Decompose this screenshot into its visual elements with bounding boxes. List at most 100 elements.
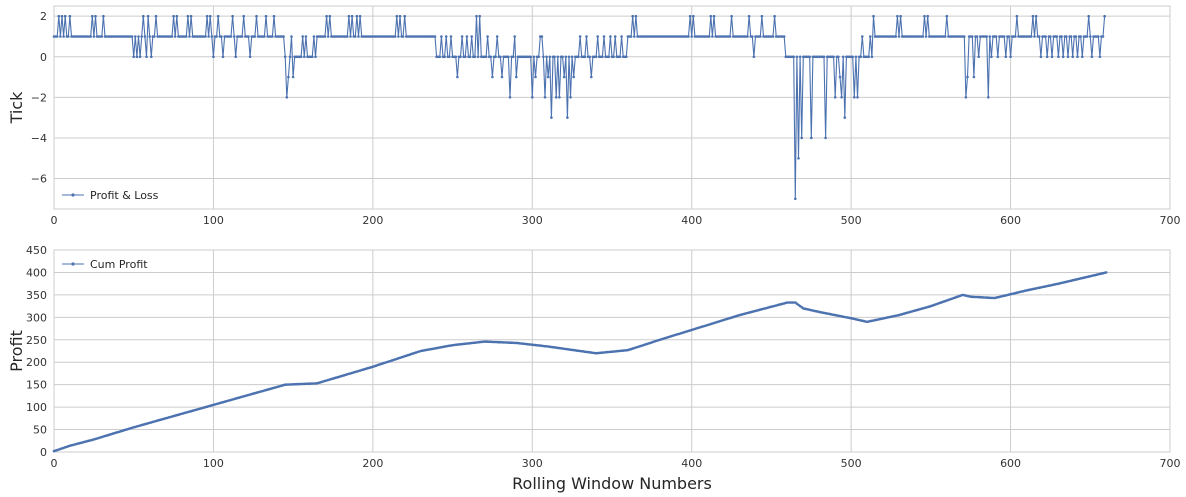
data-point [507,55,510,59]
data-point [288,55,292,59]
y-tick-label: 300 [26,311,47,324]
data-point [102,14,105,18]
data-point [271,35,274,38]
data-point [869,35,872,38]
y-tick-label: 450 [26,244,47,257]
data-point [444,35,448,38]
data-point [782,35,786,38]
data-point [570,55,574,59]
data-point [840,96,843,99]
data-point [853,96,856,99]
x-axis-title: Rolling Window Numbers [512,474,712,493]
data-point [283,55,287,59]
data-point [460,35,464,38]
y-tick-label: −4 [31,132,47,145]
data-point [55,35,59,38]
data-point [311,55,314,59]
cum-profit-panel: 0 100 200 300 400 500 600 700 0 50 100 150 200 250 300… [7,244,1181,493]
data-point [838,75,842,79]
data-point [921,35,925,38]
data-point [1039,55,1043,59]
data-point [963,35,966,38]
legend-label: Cum Profit [90,258,148,271]
data-point [966,75,969,79]
data-point [150,55,153,59]
data-point [534,75,537,79]
data-point [1103,14,1106,18]
data-point [759,35,762,38]
data-point [1097,35,1100,38]
data-point [234,55,237,59]
data-point [843,116,847,119]
y-tick-label: 50 [33,424,47,437]
data-point [291,75,295,79]
data-point [438,55,442,59]
legend-label: Profit & Loss [90,189,159,202]
data-point [459,55,462,59]
data-point [794,197,797,201]
data-point [401,35,405,38]
x-tick-label: 500 [841,457,862,470]
data-point [62,35,65,38]
data-point [977,55,980,59]
data-point [588,55,591,59]
data-point [1002,35,1006,38]
data-point [1060,35,1063,38]
data-point [189,14,193,18]
data-point [186,14,190,18]
data-point [708,35,711,38]
data-point [926,14,929,18]
data-point [609,35,612,38]
data-point [567,55,571,59]
data-point [1101,35,1105,38]
data-point [1089,35,1092,38]
data-point [712,14,716,18]
data-point [134,35,137,38]
y-tick-label: −6 [31,173,47,186]
data-point [798,55,802,59]
y-tick-label: 100 [26,401,47,414]
data-point [1004,55,1008,59]
data-point [578,35,582,38]
data-point [508,96,512,99]
data-point [173,35,177,38]
x-tick-label: 300 [522,457,543,470]
data-point [1104,271,1108,274]
data-point [290,35,293,38]
data-point [1015,14,1019,18]
data-point [896,14,899,18]
data-point [1065,35,1068,38]
data-point [545,55,548,59]
data-point [357,35,360,38]
data-point [771,35,775,38]
data-point [130,35,134,38]
data-point [870,55,874,59]
data-point [255,14,258,18]
data-point [146,14,150,18]
data-point [752,55,756,59]
data-point [612,55,615,59]
data-point [478,14,482,18]
x-tick-label: 200 [362,214,383,227]
x-tick-label: 700 [1160,214,1181,227]
data-point [990,55,993,59]
data-point [393,35,397,38]
data-point [822,55,826,59]
data-point [231,14,234,18]
x-tick-label: 200 [362,457,383,470]
data-point [867,55,870,59]
data-point [304,35,308,38]
data-point [470,35,474,38]
data-point [746,35,749,38]
data-point [314,55,317,59]
data-point [988,35,992,38]
data-point [323,35,327,38]
data-point [142,14,145,18]
data-point [465,35,469,38]
data-point [543,96,547,99]
data-point [585,35,588,38]
data-point [633,35,636,38]
data-point [272,14,276,18]
data-point [1009,55,1012,59]
data-point [566,116,569,119]
